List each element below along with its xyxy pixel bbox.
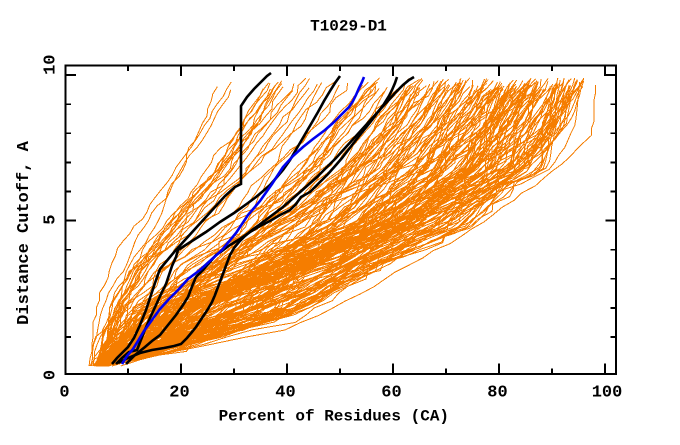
svg-text:0: 0 [59,384,69,403]
svg-text:Distance Cutoff, A: Distance Cutoff, A [15,140,34,324]
svg-text:T1029-D1: T1029-D1 [310,18,387,36]
svg-text:80: 80 [487,384,507,403]
svg-text:Percent of Residues (CA): Percent of Residues (CA) [219,408,449,426]
svg-text:0: 0 [42,370,61,380]
svg-text:60: 60 [381,384,401,403]
svg-text:100: 100 [592,384,623,403]
svg-text:10: 10 [42,54,61,74]
svg-text:5: 5 [42,214,61,224]
svg-text:20: 20 [169,384,189,403]
svg-text:40: 40 [275,384,295,403]
